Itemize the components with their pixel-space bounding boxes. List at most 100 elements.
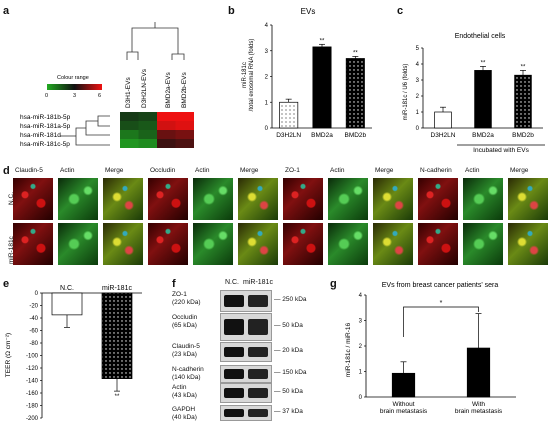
- chart-title: EVs: [301, 7, 316, 16]
- band-nc: [224, 319, 244, 335]
- stain-header: Actin: [60, 167, 75, 174]
- heatmap-cell: [138, 130, 157, 139]
- heatmap-cell: [175, 139, 194, 148]
- bar-chart-patient-sera: EVs from breast cancer patients' sera miR…: [345, 282, 516, 415]
- x-tick-label: BMD2b: [512, 132, 534, 139]
- band-mir181c: [248, 369, 268, 379]
- heatmap-cell: [138, 139, 157, 148]
- stain-header: Merge: [375, 167, 394, 174]
- heatmap-row-label: hsa-miR-181a-5p: [20, 123, 71, 130]
- protein-label: Claudin-5: [172, 343, 200, 350]
- x-tick-label: miR-181c: [102, 285, 132, 292]
- marker-label: — 50 kDa: [274, 322, 303, 329]
- y-axis-label: miR-181c: [242, 62, 248, 88]
- western-blot-panel: N.C. miR-181c ZO-1 (220 kDa) — 250 kDa Occl…: [170, 275, 330, 425]
- significance-mark: **: [320, 38, 325, 44]
- legend-title: Colour range: [57, 75, 89, 81]
- marker-label: — 50 kDa: [274, 388, 303, 395]
- y-tick-label: -200: [26, 416, 39, 422]
- heatmap-cell: [175, 112, 194, 121]
- y-tick-label: -80: [29, 341, 38, 347]
- y-tick-label: 3: [359, 319, 363, 325]
- protein-size-label: (43 kDa): [172, 392, 197, 399]
- panel-label-e: e: [3, 278, 10, 290]
- heatmap-cell: [157, 139, 176, 148]
- y-tick-label: 0: [359, 395, 363, 401]
- blot-band: [220, 290, 272, 312]
- y-tick-label: 1: [416, 110, 420, 116]
- protein-size-label: (23 kDa): [172, 351, 197, 358]
- micrograph: [193, 178, 233, 220]
- marker-label: — 37 kDa: [274, 408, 303, 415]
- blot-band: [220, 313, 272, 341]
- micrograph: [373, 178, 413, 220]
- legend-max: 6: [98, 93, 101, 99]
- stain-header: Claudin-5: [15, 167, 43, 174]
- microscopy-panel: N.C. miR-181c Claudin-5 Actin Merge Occludi…: [0, 160, 554, 275]
- micrograph: [58, 178, 98, 220]
- micrograph: [58, 223, 98, 265]
- panel-label-f: f: [172, 278, 176, 290]
- x-tick-label: BMD2b: [344, 132, 366, 139]
- blot-band: [220, 365, 272, 383]
- micrograph: [283, 223, 323, 265]
- heatmap-cell: [157, 121, 176, 130]
- y-tick-label: -20: [29, 304, 38, 310]
- panel-label-a: a: [3, 5, 10, 17]
- stain-header: Merge: [105, 167, 124, 174]
- micrograph: [103, 223, 143, 265]
- protein-size-label: (140 kDa): [172, 374, 201, 381]
- protein-label: N-cadherin: [172, 366, 204, 373]
- blot-band: [220, 405, 272, 421]
- bar: [474, 70, 492, 129]
- column-dendrogram: [126, 22, 185, 60]
- color-legend-bar: [47, 84, 102, 90]
- stain-header: Occludin: [150, 167, 176, 174]
- x-tick-label: N.C.: [60, 285, 74, 292]
- x-tick-label: Without: [392, 401, 414, 408]
- heatmap-col-label: BMD2b-EVs: [181, 71, 188, 108]
- micrograph: [418, 223, 458, 265]
- y-tick-label: 3: [265, 49, 269, 55]
- row-dendrogram: [60, 115, 110, 146]
- heatmap-row-label: hsa-miR-181d: [20, 132, 61, 139]
- band-mir181c: [248, 346, 268, 358]
- y-tick-label: 1: [265, 100, 269, 106]
- y-tick-label: 4: [265, 23, 269, 29]
- micrograph: [508, 178, 548, 220]
- blot-col-header: miR-181c: [243, 279, 273, 286]
- y-tick-label: -120: [26, 366, 39, 372]
- micrograph: [328, 178, 368, 220]
- micrograph: [463, 223, 503, 265]
- bar: [466, 347, 491, 398]
- significance-mark: **: [521, 64, 526, 70]
- bar: [101, 292, 133, 379]
- band-nc: [224, 346, 244, 358]
- y-tick-label: 2: [265, 75, 269, 81]
- micrograph: [463, 178, 503, 220]
- y-tick-label: -140: [26, 379, 39, 385]
- band-mir181c: [248, 319, 268, 335]
- y-tick-label: -160: [26, 391, 39, 397]
- chart-title: Endothelial cells: [455, 33, 506, 40]
- panel-label-d: d: [3, 165, 10, 177]
- band-mir181c: [248, 295, 268, 307]
- blot-band: [220, 383, 272, 403]
- x-tick-label: With: [472, 401, 485, 408]
- legend-min: 0: [45, 93, 48, 99]
- heatmap-cell: [157, 112, 176, 121]
- protein-label: Actin: [172, 384, 187, 391]
- group-label: Incubated with EVs: [473, 147, 529, 154]
- y-tick-label: 4: [416, 62, 420, 68]
- significance-mark: **: [353, 50, 358, 56]
- y-axis-label: miR-181c / U6 (folds): [403, 64, 409, 121]
- protein-size-label: (220 kDa): [172, 299, 201, 306]
- heatmap-cell: [120, 130, 139, 139]
- significance-mark: **: [115, 394, 120, 400]
- x-tick-label: BMD2a: [311, 132, 333, 139]
- blot-col-header: N.C.: [225, 279, 239, 286]
- stain-header: N-cadherin: [420, 167, 452, 174]
- micrograph: [283, 178, 323, 220]
- micrograph: [373, 223, 413, 265]
- micrograph: [148, 178, 188, 220]
